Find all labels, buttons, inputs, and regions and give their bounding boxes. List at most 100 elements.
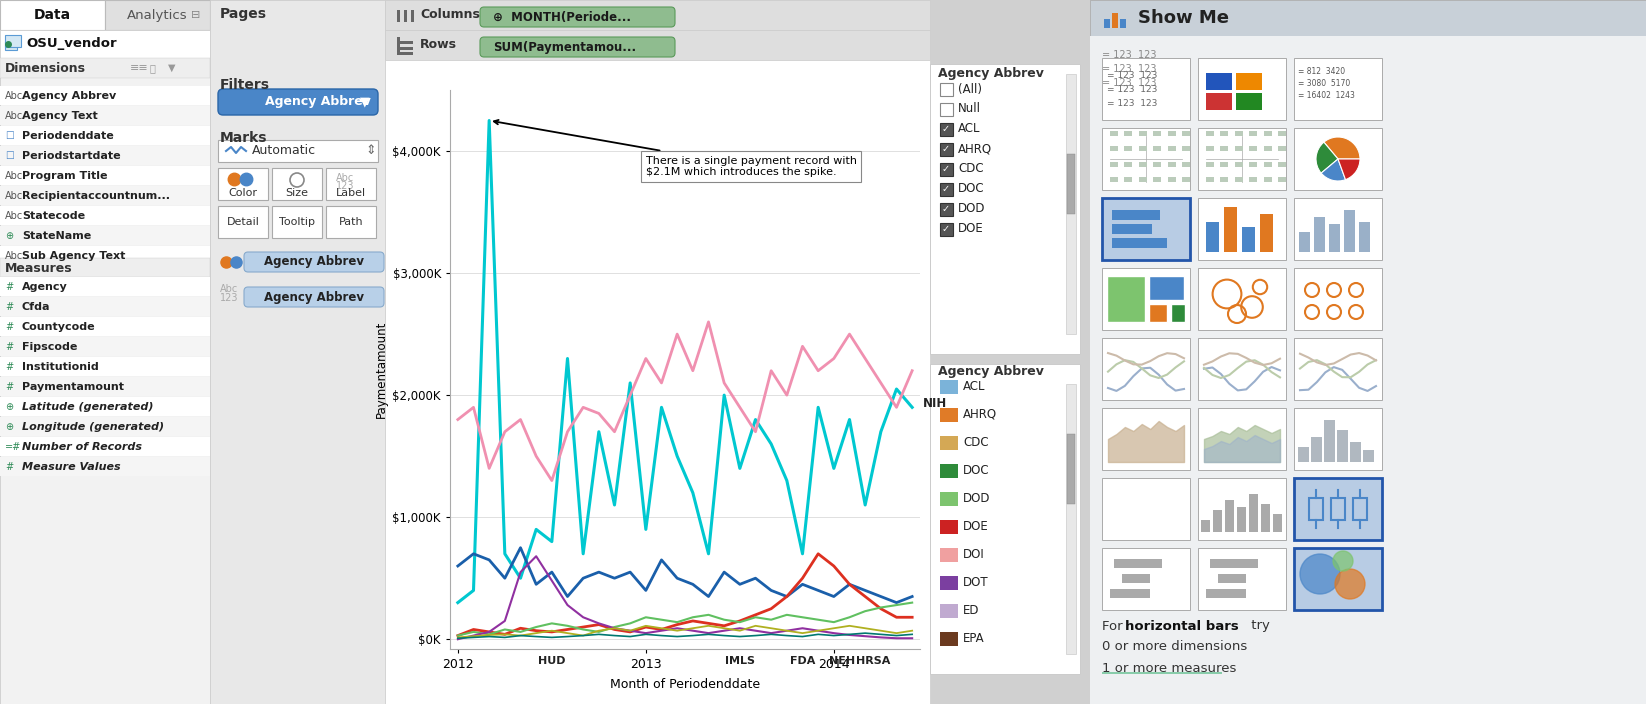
FancyBboxPatch shape	[481, 7, 675, 27]
Text: HUD: HUD	[538, 655, 566, 666]
Bar	[1328, 224, 1340, 252]
FancyBboxPatch shape	[244, 287, 384, 307]
Bar	[1249, 494, 1258, 532]
Bar	[385, 0, 930, 30]
Bar	[1113, 224, 1152, 234]
Bar	[940, 380, 958, 394]
Text: Periodenddate: Periodenddate	[21, 131, 114, 141]
Bar	[1207, 146, 1215, 151]
Bar	[0, 146, 211, 165]
Point	[1149, 525, 1175, 536]
Bar	[397, 37, 400, 55]
Text: ACL: ACL	[963, 379, 986, 393]
Text: ☐: ☐	[5, 151, 13, 161]
Bar	[1113, 13, 1118, 28]
Bar	[1249, 162, 1258, 167]
Bar	[1067, 434, 1075, 504]
Point	[1108, 488, 1134, 499]
Bar	[1249, 131, 1258, 136]
Bar	[1249, 177, 1258, 182]
Bar	[1220, 131, 1228, 136]
Text: FDA: FDA	[790, 655, 815, 666]
Bar	[940, 408, 958, 422]
Bar	[1207, 73, 1231, 90]
Text: ⊟: ⊟	[191, 10, 201, 20]
Text: #: #	[5, 302, 13, 312]
Point	[1108, 517, 1134, 528]
Bar	[1103, 128, 1190, 190]
Point	[1124, 498, 1151, 510]
Text: Paymentamount: Paymentamount	[21, 382, 123, 392]
Bar	[397, 10, 400, 22]
Text: Abc: Abc	[5, 211, 23, 221]
Text: 123: 123	[221, 293, 239, 303]
Bar	[1109, 131, 1118, 136]
Text: OSU_vendor: OSU_vendor	[26, 37, 117, 51]
Text: IMLS: IMLS	[724, 655, 756, 666]
Bar	[0, 58, 211, 78]
Bar	[1236, 93, 1262, 110]
Bar	[1067, 384, 1076, 654]
Bar	[1207, 93, 1231, 110]
Bar	[1323, 420, 1335, 462]
Bar	[217, 168, 268, 200]
Bar	[1294, 58, 1383, 120]
Bar	[1170, 304, 1185, 322]
Bar	[1314, 217, 1325, 252]
FancyBboxPatch shape	[244, 252, 384, 272]
Bar	[930, 64, 1080, 354]
Text: Null: Null	[958, 103, 981, 115]
Point	[1159, 518, 1185, 529]
Text: = 812  3420: = 812 3420	[1299, 68, 1345, 77]
Text: Agency Abbrev: Agency Abbrev	[265, 96, 370, 108]
Bar	[105, 0, 211, 30]
Bar	[1299, 447, 1309, 462]
Bar	[1167, 162, 1175, 167]
Bar	[326, 206, 375, 238]
Text: Show Me: Show Me	[1137, 9, 1230, 27]
Bar	[1198, 548, 1286, 610]
Text: ▼: ▼	[360, 96, 370, 108]
Bar	[1090, 36, 1646, 704]
Bar	[940, 203, 953, 216]
Text: Columns: Columns	[420, 8, 481, 22]
Bar	[930, 364, 1080, 674]
Bar	[1360, 222, 1369, 252]
Bar	[1109, 162, 1118, 167]
Bar	[1236, 73, 1262, 90]
Bar	[1225, 207, 1238, 252]
Bar	[1103, 58, 1190, 120]
Text: Data: Data	[33, 8, 71, 22]
Text: = 123  123: = 123 123	[1108, 84, 1157, 94]
Bar	[0, 457, 211, 476]
Text: Institutionid: Institutionid	[21, 362, 99, 372]
Text: Size: Size	[285, 188, 308, 198]
Bar	[1294, 478, 1383, 540]
Bar	[1108, 276, 1146, 322]
Bar	[1149, 276, 1183, 300]
Bar	[1182, 162, 1190, 167]
Bar	[1207, 222, 1220, 252]
Bar	[0, 297, 211, 316]
Text: Abc: Abc	[5, 191, 23, 201]
Bar	[1249, 146, 1258, 151]
Bar	[940, 123, 953, 136]
Bar	[1264, 162, 1272, 167]
Bar	[1090, 0, 1646, 36]
Bar	[1067, 154, 1075, 214]
Bar	[1259, 214, 1272, 252]
Bar	[1207, 177, 1215, 182]
Text: ✓: ✓	[942, 184, 950, 194]
Bar	[385, 30, 930, 60]
Bar	[940, 83, 953, 96]
X-axis label: Month of Periodenddate: Month of Periodenddate	[611, 678, 760, 691]
Bar	[940, 548, 958, 562]
Wedge shape	[1322, 159, 1345, 181]
Text: Abc: Abc	[221, 284, 239, 294]
Text: Automatic: Automatic	[252, 144, 316, 158]
Bar	[1277, 162, 1286, 167]
Bar	[0, 246, 211, 265]
Text: ✓: ✓	[942, 144, 950, 154]
Text: 1 or more measures: 1 or more measures	[1103, 662, 1236, 674]
Text: CDC: CDC	[958, 163, 984, 175]
